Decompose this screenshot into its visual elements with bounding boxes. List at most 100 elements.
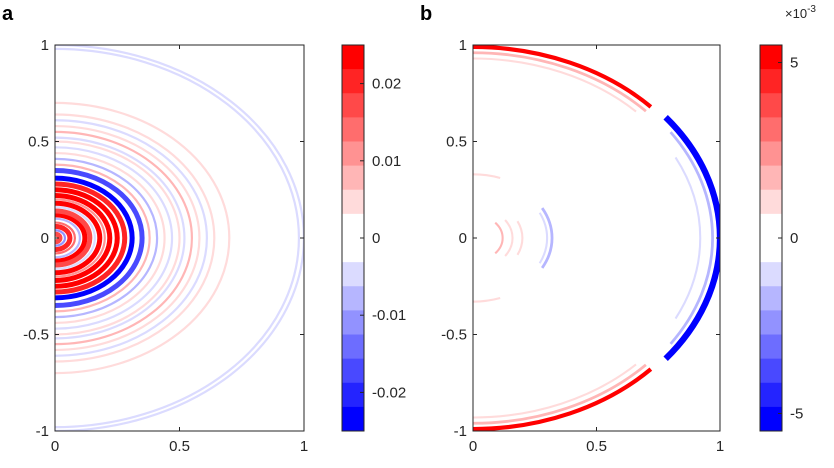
wavefront-mark xyxy=(516,220,524,256)
ring-mark xyxy=(55,96,238,380)
ring-mark xyxy=(55,67,276,409)
colorbar-segment xyxy=(760,213,782,239)
ring-mark xyxy=(55,163,151,313)
wavefront-mark xyxy=(669,131,714,345)
ring-mark xyxy=(55,72,268,404)
colorbar-segment xyxy=(342,141,364,167)
ring-mark xyxy=(55,90,246,386)
colorbar-segment xyxy=(760,117,782,142)
panel-a-plot-area xyxy=(55,45,304,431)
colorbar-tick-label: 0 xyxy=(790,230,798,247)
x-tick-label: 0.5 xyxy=(586,438,607,455)
panel-a-ticks: 10.50-0.5-10 0.5 1 xyxy=(23,37,308,455)
wavefront-mark xyxy=(473,291,498,297)
wavefront-mark xyxy=(473,173,501,179)
colorbar-segment xyxy=(760,165,782,191)
panel-a-letter: a xyxy=(2,3,14,25)
colorbar-segment xyxy=(760,406,782,432)
colorbar-tick-label: 0 xyxy=(372,230,380,247)
colorbar-segment xyxy=(760,310,782,335)
y-tick-label: 0.5 xyxy=(28,134,49,151)
x-tick-label: 1 xyxy=(716,438,724,455)
colorbar-segment xyxy=(760,262,782,287)
ring-mark xyxy=(55,146,174,330)
y-tick-label: 0.5 xyxy=(446,134,467,151)
y-tick-label: -0.5 xyxy=(441,327,467,344)
colorbar-segment xyxy=(760,69,782,94)
colorbar-segment xyxy=(760,238,782,263)
wavefront-mark xyxy=(642,198,652,278)
ring-mark xyxy=(55,136,186,340)
panel-b-colorbar-exponent: ×10-3 xyxy=(785,4,816,21)
wavefront-mark xyxy=(473,57,637,113)
ring-mark xyxy=(55,229,67,247)
y-tick-label: -1 xyxy=(36,423,49,440)
wavefront-mark xyxy=(473,51,647,113)
ring-mark xyxy=(55,157,159,319)
colorbar-tick-label: -0.02 xyxy=(372,384,406,401)
y-tick-label: -1 xyxy=(454,423,467,440)
panel-a-colorbar: 0.02 0.01 0 -0.01 -0.02 xyxy=(341,44,406,432)
ring-mark xyxy=(55,107,223,369)
x-tick-label: 1 xyxy=(300,438,308,455)
colorbar-segment xyxy=(760,358,782,384)
y-tick-label: 0 xyxy=(41,230,49,247)
ring-mark xyxy=(55,223,73,253)
panel-a: a 10.50-0.5-10 0.5 1 0.020.010-0.01-0.02 xyxy=(2,3,406,455)
panel-b-ticks: 10.50-0.5-10 0.5 1 xyxy=(441,37,724,455)
colorbar-tick-label: -5 xyxy=(790,405,803,422)
wavefront-mark xyxy=(473,179,498,185)
ring-mark xyxy=(55,113,216,363)
ring-mark xyxy=(55,217,81,259)
ring-mark xyxy=(55,61,283,415)
x-tick-label: 0.5 xyxy=(169,438,190,455)
ring-mark xyxy=(55,124,201,352)
wavefront-mark xyxy=(674,156,702,320)
ring-mark xyxy=(55,200,103,276)
colorbar-segment xyxy=(342,406,364,432)
ring-mark xyxy=(55,212,88,264)
colorbar-tick-label: 0.01 xyxy=(372,153,401,170)
colorbar-tick-label: 5 xyxy=(790,55,798,72)
wavefront-mark xyxy=(473,367,653,431)
colorbar-segment xyxy=(342,189,364,215)
colorbar-segment xyxy=(342,69,364,94)
y-tick-label: -0.5 xyxy=(23,327,49,344)
y-tick-label: 1 xyxy=(459,37,467,54)
ring-mark xyxy=(55,167,145,309)
ring-mark xyxy=(55,187,120,289)
colorbar-segment xyxy=(342,262,364,287)
ring-mark xyxy=(55,84,253,392)
colorbar-segment xyxy=(342,286,364,311)
ring-mark xyxy=(55,101,231,375)
colorbar-segment xyxy=(342,93,364,118)
colorbar-segment xyxy=(760,382,782,408)
wavefront-mark xyxy=(538,212,549,264)
ring-mark xyxy=(55,47,301,429)
colorbar-tick-label: 0.02 xyxy=(372,76,401,93)
ring-mark xyxy=(55,175,135,301)
ring-mark xyxy=(55,130,193,346)
colorbar-segment xyxy=(760,45,782,70)
colorbar-segment xyxy=(342,334,364,360)
colorbar-segment xyxy=(342,358,364,384)
x-tick-label: 0 xyxy=(469,438,477,455)
colorbar-segment xyxy=(342,310,364,335)
colorbar-tick-label: -0.01 xyxy=(372,307,406,324)
colorbar-segment xyxy=(760,334,782,360)
ring-mark xyxy=(55,193,113,283)
colorbar-segment xyxy=(342,165,364,191)
panel-b-colorbar: 5 0 -5 xyxy=(759,44,803,432)
ring-mark xyxy=(55,208,93,268)
ring-mark xyxy=(55,45,304,431)
panel-b-letter: b xyxy=(420,3,432,25)
x-tick-label: 0 xyxy=(51,438,59,455)
wavefront-mark xyxy=(494,221,504,255)
ring-mark xyxy=(55,140,181,336)
ring-mark xyxy=(55,78,261,398)
ring-mark xyxy=(55,198,106,278)
colorbar-segment xyxy=(760,93,782,118)
panel-b-plot-area xyxy=(473,45,720,431)
wavefront-mark xyxy=(473,297,501,303)
